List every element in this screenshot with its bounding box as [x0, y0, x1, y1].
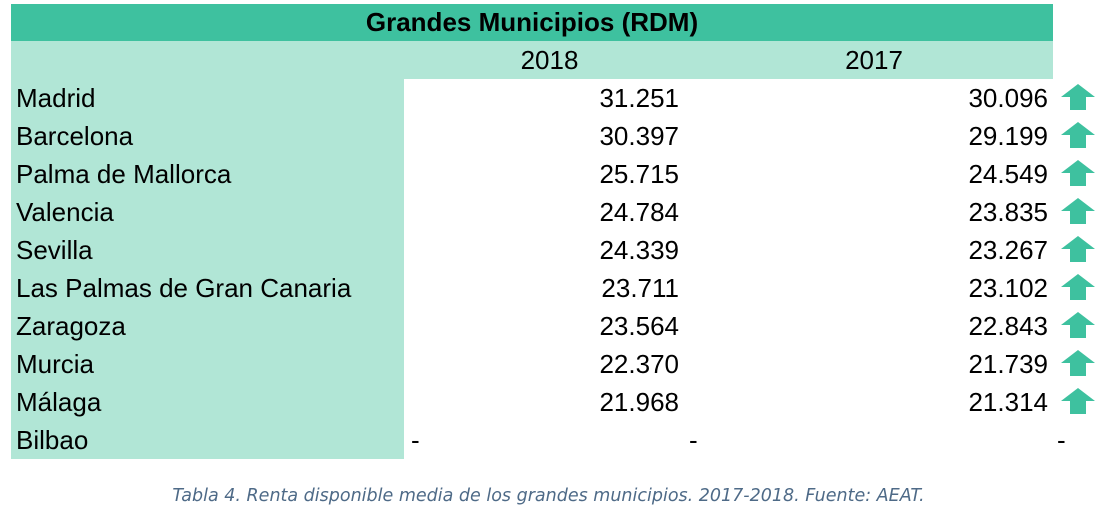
table-row: Bilbao - - -	[11, 421, 1066, 459]
table-row: Zaragoza 23.564 22.843	[11, 307, 1095, 345]
municipio-name: Barcelona	[11, 117, 404, 155]
table-row: Málaga 21.968 21.314	[11, 383, 1095, 421]
table-row: Madrid 31.251 30.096	[11, 79, 1095, 117]
value-2017: 30.096	[968, 82, 1048, 113]
arrow-up-icon	[1061, 388, 1095, 414]
table-row: Valencia 24.784 23.835	[11, 193, 1095, 231]
municipio-name: Murcia	[11, 345, 404, 383]
arrow-up-icon	[1061, 236, 1095, 262]
table-title: Grandes Municipios (RDM)	[11, 4, 1053, 41]
value-2017: 21.314	[968, 386, 1048, 417]
municipio-name: Palma de Mallorca	[11, 155, 404, 193]
arrow-up-icon	[1061, 84, 1095, 110]
value-2018: 30.397	[599, 120, 679, 151]
value-2018: 31.251	[599, 82, 679, 113]
value-2017: 23.835	[968, 196, 1048, 227]
arrow-up-icon	[1061, 274, 1095, 300]
year-header-2017: 2017	[845, 44, 903, 75]
year-header-spacer	[11, 41, 404, 79]
value-2017: 29.199	[968, 120, 1048, 151]
value-2017: 24.549	[968, 158, 1048, 189]
value-2018: 25.715	[599, 158, 679, 189]
municipio-name: Zaragoza	[11, 307, 404, 345]
table-row: Barcelona 30.397 29.199	[11, 117, 1095, 155]
municipio-name: Bilbao	[11, 421, 404, 459]
value-2017: 21.739	[968, 348, 1048, 379]
arrow-up-icon	[1061, 160, 1095, 186]
value-2017: 22.843	[968, 310, 1048, 341]
arrow-up-icon	[1061, 198, 1095, 224]
table-row: Murcia 22.370 21.739	[11, 345, 1095, 383]
municipios-table: Grandes Municipios (RDM) 2018 2017 Madri…	[11, 4, 1095, 459]
year-header-row: 2018 2017	[11, 41, 1053, 79]
year-header-2018: 2018	[520, 44, 579, 75]
value-2017: 23.267	[968, 234, 1048, 265]
municipio-name: Sevilla	[11, 231, 404, 269]
missing-value-2018: -	[689, 424, 698, 455]
value-2018: 22.370	[599, 348, 679, 379]
municipio-name: Málaga	[11, 383, 404, 421]
value-2018: 21.968	[599, 386, 679, 417]
table-row: Palma de Mallorca 25.715 24.549	[11, 155, 1095, 193]
value-2018: 23.711	[601, 272, 679, 303]
value-2018: 24.339	[599, 234, 679, 265]
value-2017: 23.102	[968, 272, 1048, 303]
missing-value-2017: -	[1057, 424, 1066, 455]
arrow-up-icon	[1061, 350, 1095, 376]
table-caption: Tabla 4. Renta disponible media de los g…	[172, 486, 925, 506]
value-2018: 23.564	[599, 310, 679, 341]
missing-value-dash: -	[411, 424, 420, 455]
table-row: Las Palmas de Gran Canaria 23.711 23.102	[11, 269, 1095, 307]
arrow-up-icon	[1061, 312, 1095, 338]
value-2018: 24.784	[599, 196, 679, 227]
arrow-up-icon	[1061, 122, 1095, 148]
municipio-name: Madrid	[11, 79, 404, 117]
municipio-name: Las Palmas de Gran Canaria	[11, 269, 404, 307]
municipio-name: Valencia	[11, 193, 404, 231]
table-row: Sevilla 24.339 23.267	[11, 231, 1095, 269]
